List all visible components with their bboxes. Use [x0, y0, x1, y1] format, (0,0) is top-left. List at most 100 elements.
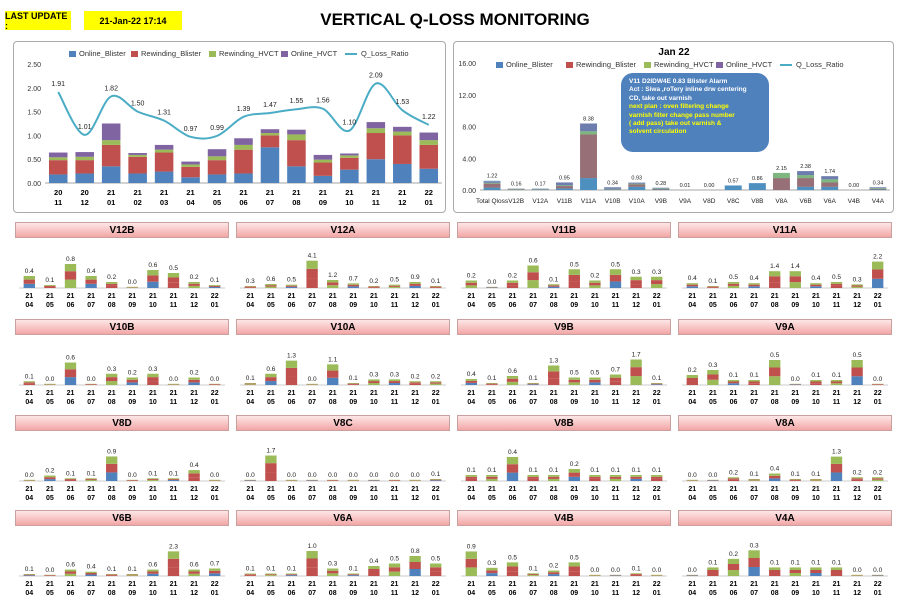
bar-segment — [44, 285, 56, 287]
bar-segment — [368, 286, 380, 288]
x-tick-label: 21 — [688, 581, 696, 588]
bar-segment — [147, 281, 159, 288]
x-tick-label: 21 — [87, 486, 95, 493]
machine-chart-title: V6B — [15, 510, 229, 526]
bar-segment — [101, 123, 121, 141]
x-tick-label: 21 — [308, 390, 316, 397]
bar-segment — [651, 284, 663, 288]
x-tick-label: 10 — [812, 495, 820, 502]
bar-segment — [366, 122, 386, 129]
data-label: 0.5 — [853, 352, 862, 359]
x-tick-label: 12 — [853, 495, 861, 502]
alarm-callout: V11 D2IDW4E 0.83 Blister Alarm Act : Siw… — [621, 73, 769, 152]
x-tick-label: 06 — [509, 590, 517, 597]
bar-segment — [106, 377, 118, 382]
x-tick-label: 21 — [292, 188, 300, 197]
bar-segment — [265, 377, 277, 382]
bar-segment — [568, 562, 580, 567]
bar-segment — [85, 283, 97, 288]
bar-segment — [506, 280, 519, 283]
x-tick-label: 10 — [149, 302, 157, 309]
bar-segment — [368, 566, 380, 569]
y-tick-label: 1.00 — [27, 133, 41, 140]
bar-segment — [686, 284, 698, 287]
bar-segment — [727, 380, 740, 382]
bar-segment — [727, 285, 740, 288]
bar-segment — [630, 575, 642, 576]
data-label: 0.1 — [266, 566, 275, 573]
data-label: 0.6 — [148, 262, 157, 269]
x-tick-label: 21 — [370, 293, 378, 300]
x-tick-label: 21 — [632, 486, 640, 493]
machine-chart-title: V8D — [15, 415, 229, 431]
bar-segment — [872, 479, 884, 481]
x-tick-label: 09 — [349, 590, 357, 597]
x-tick-label: 04 — [688, 302, 696, 309]
bar-segment — [340, 169, 359, 183]
bar-segment — [244, 575, 256, 576]
x-tick-label: 08 — [329, 590, 337, 597]
callout-line: CD, take out varnish — [629, 94, 692, 102]
bar-segment — [506, 562, 519, 567]
bar-segment — [851, 478, 863, 480]
x-tick-label: 21 — [550, 390, 558, 397]
bar-segment — [769, 367, 781, 377]
data-label: 0.0 — [87, 376, 96, 383]
machine-chart-plot: 0.1 21 04 0.0 21 05 0.6 21 06 0.4 21 07 0.1 21 08 0.1 21… — [19, 543, 225, 597]
q-loss-ratio-label: 1.01 — [78, 124, 92, 131]
data-label: 0.1 — [811, 471, 820, 478]
x-tick-label: 21 — [170, 581, 178, 588]
bar-segment — [580, 123, 597, 132]
bar-segment — [48, 152, 68, 158]
bar-segment — [48, 160, 68, 175]
data-label: 0.7 — [349, 275, 358, 282]
bar-segment — [366, 128, 386, 134]
bar-segment — [167, 567, 180, 576]
data-label: 0.0 — [708, 472, 717, 479]
x-tick-label: 21 — [550, 581, 558, 588]
bar-segment — [797, 186, 815, 190]
data-label: 0.1 — [487, 467, 496, 474]
x-tick-label: 04 — [246, 302, 254, 309]
x-tick-label: 22 — [653, 486, 661, 493]
x-tick-label: 21 — [128, 390, 136, 397]
bar-segment — [555, 188, 573, 190]
bar-segment — [486, 383, 498, 385]
data-label: 0.4 — [190, 462, 199, 469]
bar-segment — [506, 282, 519, 286]
x-tick-label: 08 — [108, 495, 116, 502]
data-label: 0.2 — [45, 468, 54, 475]
bar-segment — [506, 457, 519, 465]
bar-segment — [609, 269, 622, 275]
x-tick-label: 10 — [591, 590, 599, 597]
q-loss-ratio-label: 0.95 — [559, 175, 570, 181]
bar-segment — [188, 569, 200, 572]
x-tick-label: 12 — [411, 495, 419, 502]
bar-segment — [769, 567, 781, 570]
x-tick-label: 22 — [653, 390, 661, 397]
bar-segment — [810, 286, 822, 288]
bar-segment — [483, 187, 501, 190]
data-label: 0.5 — [590, 370, 599, 377]
bar-segment — [821, 182, 839, 187]
bar-segment — [265, 286, 277, 288]
bar-segment — [430, 286, 442, 287]
bar-segment — [327, 285, 339, 288]
bar-segment — [548, 572, 560, 575]
x-tick-label: 04 — [467, 495, 475, 502]
x-tick-label: 10 — [149, 590, 157, 597]
x-tick-label: 21 — [87, 293, 95, 300]
bar-segment — [630, 476, 642, 479]
bar-segment — [154, 152, 174, 172]
bar-segment — [707, 286, 719, 288]
data-label: 2.2 — [873, 254, 882, 261]
x-tick-label: 06 — [288, 495, 296, 502]
bar-segment — [327, 568, 339, 571]
bar-segment — [727, 381, 740, 384]
machine-chart-plot: 0.1 21 04 0.1 21 05 0.1 21 06 1.0 21 07 0.3 21 08 0.1 21… — [240, 543, 446, 597]
x-tick-label: 21 — [791, 486, 799, 493]
x-tick-label: 22 — [432, 293, 440, 300]
machine-chart-title: V4A — [678, 510, 892, 526]
bar-segment — [347, 284, 359, 287]
x-tick-label: 21 — [288, 581, 296, 588]
